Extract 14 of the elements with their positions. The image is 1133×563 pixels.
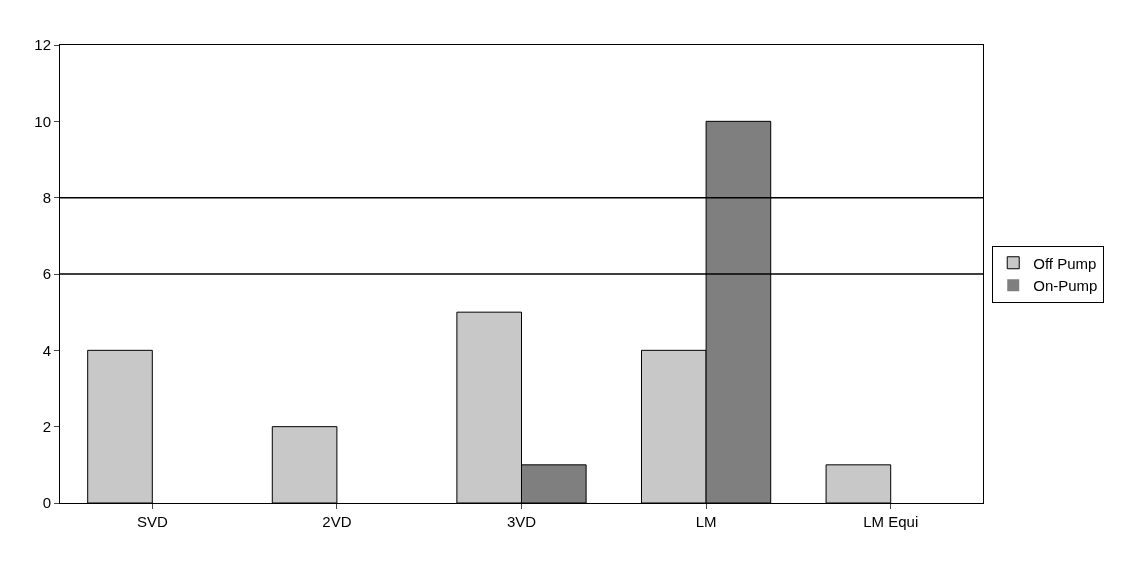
y-tick-label: 0 bbox=[42, 494, 51, 512]
x-tick-label: 2VD bbox=[322, 513, 352, 530]
x-tick-label: LM Equi bbox=[863, 513, 919, 530]
x-tick-label: SVD bbox=[136, 513, 168, 530]
y-tick-label: 12 bbox=[34, 36, 51, 54]
y-tick-label: 6 bbox=[42, 265, 51, 283]
y-tick-label: 10 bbox=[34, 112, 51, 130]
y-tick-label: 4 bbox=[42, 341, 51, 359]
legend-label: On-Pump bbox=[1033, 277, 1098, 295]
legend-label: Off Pump bbox=[1033, 254, 1097, 272]
y-tick-label: 8 bbox=[42, 188, 51, 206]
x-tick-label: 3VD bbox=[506, 513, 537, 530]
x-tick-label: LM bbox=[695, 513, 717, 530]
y-tick-label: 2 bbox=[42, 417, 51, 435]
